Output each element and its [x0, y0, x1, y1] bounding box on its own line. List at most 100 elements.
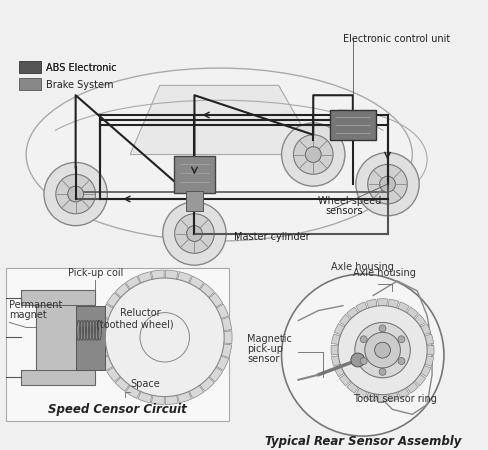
Circle shape: [364, 333, 400, 368]
Text: Typical Rear Sensor Assembly: Typical Rear Sensor Assembly: [264, 435, 460, 447]
Polygon shape: [130, 86, 318, 154]
Wedge shape: [101, 338, 164, 370]
Wedge shape: [366, 350, 382, 401]
FancyBboxPatch shape: [173, 156, 215, 193]
Text: sensor: sensor: [246, 354, 279, 364]
Circle shape: [378, 369, 385, 375]
Text: Tooth sensor ring: Tooth sensor ring: [352, 393, 436, 404]
FancyBboxPatch shape: [36, 293, 81, 382]
Wedge shape: [151, 338, 164, 405]
Wedge shape: [330, 345, 382, 355]
Circle shape: [163, 202, 225, 265]
Circle shape: [354, 323, 409, 378]
Circle shape: [281, 274, 443, 436]
Wedge shape: [366, 299, 382, 350]
Wedge shape: [377, 350, 386, 401]
Wedge shape: [382, 350, 408, 398]
Circle shape: [397, 336, 404, 343]
Text: magnet: magnet: [9, 310, 47, 320]
Wedge shape: [331, 350, 382, 366]
Text: Axle housing: Axle housing: [352, 268, 415, 278]
Wedge shape: [164, 270, 178, 338]
Wedge shape: [164, 338, 214, 392]
Wedge shape: [164, 284, 214, 338]
Text: Wheel speed: Wheel speed: [318, 196, 381, 206]
Wedge shape: [339, 350, 382, 386]
Circle shape: [350, 353, 364, 367]
Wedge shape: [331, 334, 382, 350]
Wedge shape: [164, 338, 223, 382]
Wedge shape: [382, 324, 430, 350]
Circle shape: [337, 306, 426, 395]
Circle shape: [378, 325, 385, 332]
Wedge shape: [377, 299, 386, 350]
Wedge shape: [382, 350, 433, 366]
Circle shape: [360, 358, 366, 364]
Wedge shape: [97, 331, 164, 344]
Wedge shape: [382, 350, 430, 377]
Wedge shape: [125, 338, 164, 398]
Wedge shape: [98, 338, 164, 357]
Wedge shape: [164, 331, 232, 344]
Ellipse shape: [26, 68, 411, 241]
Text: Pick-up coil: Pick-up coil: [68, 268, 123, 278]
Wedge shape: [106, 293, 164, 338]
Circle shape: [140, 313, 189, 362]
Text: ABS Electronic: ABS Electronic: [46, 63, 116, 72]
Wedge shape: [382, 307, 418, 350]
Wedge shape: [115, 284, 164, 338]
Wedge shape: [382, 345, 433, 355]
Text: sensors: sensors: [325, 206, 362, 216]
Text: Space: Space: [130, 379, 160, 389]
Wedge shape: [382, 350, 425, 386]
Wedge shape: [164, 304, 228, 338]
Wedge shape: [151, 270, 164, 338]
Circle shape: [305, 147, 321, 162]
Wedge shape: [125, 276, 164, 338]
Text: ABS Electronic: ABS Electronic: [46, 63, 116, 72]
Circle shape: [367, 164, 407, 204]
Text: Speed Censor Circuit: Speed Censor Circuit: [48, 403, 186, 416]
Wedge shape: [346, 350, 382, 393]
Wedge shape: [164, 338, 228, 370]
Wedge shape: [164, 317, 231, 338]
Circle shape: [105, 278, 224, 396]
Wedge shape: [106, 338, 164, 382]
Wedge shape: [334, 324, 382, 350]
Circle shape: [67, 186, 83, 202]
Wedge shape: [138, 338, 164, 403]
Wedge shape: [382, 350, 418, 393]
Text: Magnetic: Magnetic: [246, 334, 291, 344]
Wedge shape: [346, 307, 382, 350]
Circle shape: [293, 135, 332, 174]
Text: Master cylinder: Master cylinder: [234, 233, 309, 243]
Circle shape: [374, 342, 390, 358]
Wedge shape: [339, 315, 382, 350]
Wedge shape: [164, 338, 178, 405]
Wedge shape: [382, 299, 398, 350]
Circle shape: [360, 336, 366, 343]
Wedge shape: [115, 338, 164, 392]
Circle shape: [281, 123, 344, 186]
FancyBboxPatch shape: [185, 191, 203, 211]
Wedge shape: [164, 338, 203, 398]
Text: Axle housing: Axle housing: [330, 262, 393, 272]
Wedge shape: [164, 338, 191, 403]
Wedge shape: [382, 334, 433, 350]
Text: Brake System: Brake System: [46, 81, 113, 90]
Circle shape: [174, 214, 214, 253]
Wedge shape: [98, 317, 164, 338]
FancyBboxPatch shape: [329, 110, 375, 140]
Wedge shape: [164, 293, 223, 338]
FancyBboxPatch shape: [19, 61, 41, 72]
Circle shape: [56, 174, 95, 214]
FancyBboxPatch shape: [21, 290, 95, 305]
FancyBboxPatch shape: [19, 78, 41, 90]
Circle shape: [44, 162, 107, 225]
Text: (toothed wheel): (toothed wheel): [96, 320, 174, 329]
Wedge shape: [164, 338, 231, 357]
Wedge shape: [334, 350, 382, 377]
Wedge shape: [138, 272, 164, 338]
Text: Reluctor: Reluctor: [120, 307, 160, 318]
Text: Electronic control unit: Electronic control unit: [342, 34, 449, 44]
